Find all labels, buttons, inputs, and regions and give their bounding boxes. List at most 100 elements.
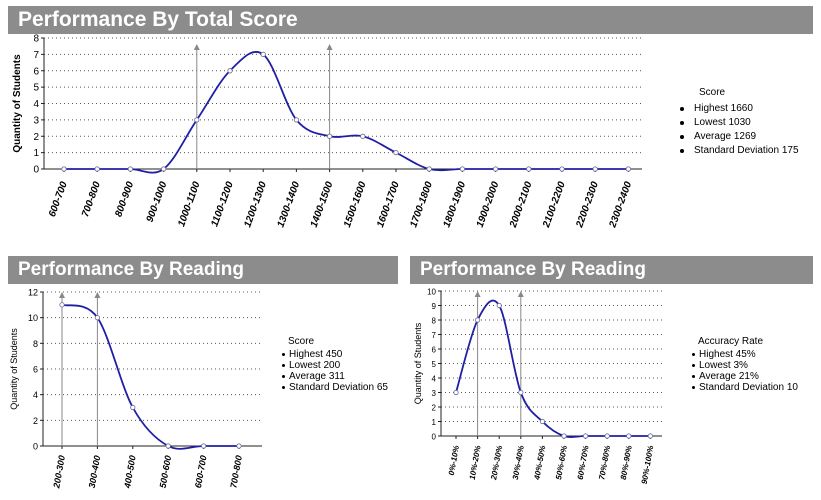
chart-3-x-tick-label: 70%-80% [597, 445, 612, 481]
chart-3-y-tick-label: 8 [432, 317, 437, 326]
chart-3-legend: Accuracy Rate Highest 45% Lowest 3% Aver… [690, 336, 798, 393]
chart-2-y-tick-label: 8 [33, 339, 38, 349]
chart-2-legend: Score Highest 450 Lowest 200 Average 311… [280, 336, 388, 393]
chart-2-legend-item: Lowest 200 [280, 360, 388, 371]
chart-1-data-point [459, 166, 465, 172]
chart-2-marker-arrow [94, 292, 101, 298]
chart-1-x-tick-label: 1200-1300 [242, 180, 269, 229]
chart-3-x-tick-label: 80%-90% [619, 445, 634, 481]
chart-1-legend-item: Highest 1660 [678, 102, 799, 116]
chart-3-marker-arrow [517, 291, 524, 297]
chart-1-data-point [61, 166, 67, 172]
chart-1-x-tick-label: 2200-2300 [574, 180, 601, 230]
chart-2-y-tick-label: 12 [28, 288, 38, 298]
chart-1-x-tick-label: 2300-2400 [607, 180, 634, 230]
chart-1-legend-title: Score [699, 87, 726, 98]
chart-1-legend-item: Average 1269 [678, 130, 799, 144]
chart-1-y-tick-label: 2 [33, 132, 39, 143]
chart-1-data-point [625, 166, 632, 172]
chart-1-y-tick-label: 6 [33, 66, 39, 77]
chart-1-data-point [592, 166, 598, 172]
chart-2-legend-item: Average 311 [280, 371, 388, 382]
chart-2-x-tick-label: 200-300 [51, 455, 67, 490]
chart-1-data-point [227, 68, 233, 74]
chart-3-legend-item: Average 21% [690, 371, 798, 382]
chart-1-y-tick-label: 5 [33, 83, 39, 94]
chart-3-legend-item: Standard Deviation 10 [690, 382, 798, 393]
chart-1-title: Performance By Total Score [8, 6, 813, 34]
chart-1-y-tick-label: 8 [33, 34, 39, 45]
chart-1-data-point [127, 166, 133, 172]
chart-1-x-tick-label: 2100-2200 [541, 180, 568, 230]
chart-1-x-tick-label: 900-1000 [145, 180, 170, 224]
chart-2-marker-arrow [59, 292, 65, 298]
chart-3-y-tick-label: 7 [432, 331, 437, 340]
chart-1-y-axis-label: Quantity of Students [12, 54, 23, 153]
chart-3-title: Performance By Reading [410, 256, 813, 284]
chart-2-legend-item: Standard Deviation 65 [280, 382, 388, 393]
chart-3-x-tick-label: 0%-10% [447, 445, 461, 476]
chart-2-data-point [236, 443, 242, 449]
chart-1-marker-arrow [326, 44, 333, 50]
chart-1-data-point [293, 117, 299, 123]
chart-3-y-tick-label: 10 [427, 288, 436, 297]
chart-2-series-line [61, 303, 239, 450]
chart-3-x-tick-label: 60%-70% [576, 445, 591, 481]
chart-3-x-tick-label: 30%-40% [511, 445, 526, 481]
chart-3-series-line [455, 299, 651, 438]
chart-3-y-tick-label: 3 [432, 389, 437, 398]
chart-3-y-tick-label: 2 [432, 404, 437, 413]
chart-3-data-point [539, 418, 546, 425]
chart-1-x-tick-label: 800-900 [113, 180, 136, 219]
chart-2-y-tick-label: 4 [33, 390, 38, 400]
chart-1-x-tick-label: 1400-1500 [309, 180, 336, 229]
chart-3-y-tick-label: 4 [432, 375, 437, 384]
chart-3-marker-arrow [474, 291, 481, 297]
chart-3-x-tick-label: 20%-30% [489, 445, 504, 482]
chart-2-data-point [59, 302, 65, 308]
chart-2-x-tick-label: 700-800 [228, 455, 244, 489]
chart-3-x-tick-label: 90%-100% [640, 445, 656, 485]
chart-2-y-tick-label: 0 [33, 442, 38, 452]
chart-2-data-point [201, 443, 207, 449]
chart-2-x-tick-label: 300-400 [87, 455, 103, 489]
chart-2-legend-title: Score [288, 336, 315, 347]
chart-3-y-tick-label: 5 [432, 360, 437, 369]
chart-1-data-point [393, 150, 399, 156]
chart-2-data-point [130, 404, 136, 411]
chart-1-data-point [260, 51, 266, 57]
chart-1-data-point [94, 166, 100, 172]
chart-1-series-line [63, 51, 629, 174]
chart-1-data-point [360, 133, 366, 139]
chart-1-legend-item: Standard Deviation 175 [678, 144, 799, 158]
chart-2-x-tick-label: 600-700 [193, 455, 209, 489]
chart-1-x-tick-label: 600-700 [47, 180, 70, 219]
chart-3-legend-item: Highest 45% [690, 349, 798, 360]
chart-3-data-point [496, 302, 502, 309]
chart-2-data-point [165, 443, 171, 449]
chart-1-data-point [526, 166, 532, 172]
chart-3-y-tick-label: 6 [432, 346, 437, 355]
chart-1-data-point [326, 133, 333, 139]
chart-3-data-point [561, 433, 567, 439]
chart-2-title: Performance By Reading [8, 256, 398, 284]
chart-3-x-tick-label: 50%-60% [554, 445, 569, 481]
chart-3-y-axis-label: Quantity of Students [413, 322, 423, 404]
chart-1-data-point [161, 166, 167, 172]
chart-1-x-tick-label: 1800-1900 [442, 180, 469, 229]
chart-1-x-tick-label: 1700-1800 [408, 180, 435, 229]
chart-3-legend-item: Lowest 3% [690, 360, 798, 371]
chart-2-x-tick-label: 400-500 [122, 455, 138, 490]
chart-3-legend-title: Accuracy Rate [698, 336, 764, 347]
chart-1-x-tick-label: 2000-2100 [508, 180, 535, 230]
chart-1-data-point [194, 117, 200, 123]
chart-1-x-tick-label: 1900-2000 [475, 180, 502, 229]
chart-2-y-tick-label: 2 [33, 416, 38, 426]
chart-2-data-point [94, 315, 101, 321]
chart-2-y-axis-label: Quantity of Students [9, 328, 19, 410]
chart-3-data-point [647, 433, 654, 439]
chart-1-x-tick-label: 1600-1700 [375, 180, 402, 229]
chart-3-x-tick-label: 10%-20% [468, 445, 483, 481]
chart-1-data-point [426, 166, 432, 172]
